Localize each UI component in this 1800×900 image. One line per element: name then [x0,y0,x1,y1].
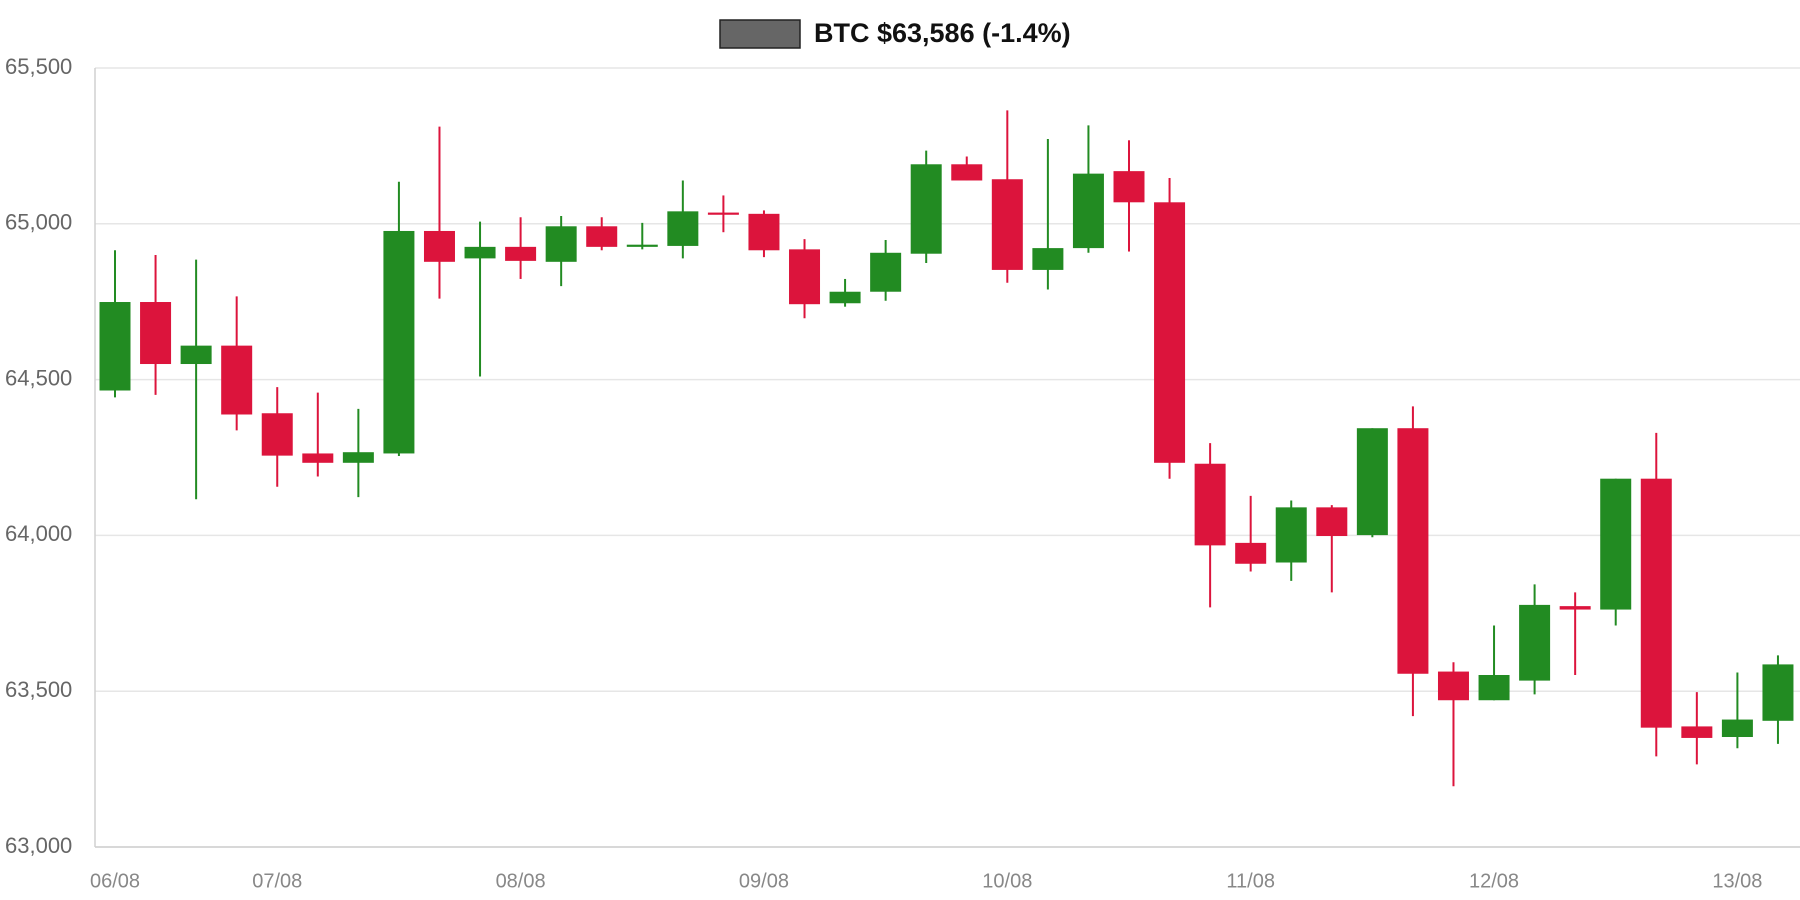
candle-body [1316,507,1348,537]
candle-body [1113,171,1145,203]
y-tick-label: 63,500 [5,677,72,702]
candle-body [1032,248,1064,270]
x-tick-label: 06/08 [90,870,140,892]
candle-body [1600,478,1632,610]
legend-swatch[interactable] [719,19,801,49]
candle-body [870,252,902,292]
candle-body [586,226,618,247]
y-tick-label: 63,000 [5,833,72,858]
candle-body [180,345,212,365]
candle-body [1356,428,1388,536]
candle-body [1275,507,1307,563]
candle-body [1154,202,1186,463]
candle-body [505,246,537,261]
candle-body [1640,478,1672,728]
x-tick-label: 08/08 [496,870,546,892]
candle-body [910,164,942,254]
candle-body [1437,671,1469,701]
candle-body [1397,428,1429,674]
candle-body [1194,463,1226,546]
candle-body [261,413,293,456]
candle-body [423,230,455,262]
x-tick-label: 13/08 [1712,870,1762,892]
candle-body [140,302,172,365]
candle-body [829,291,861,304]
x-tick-label: 10/08 [982,870,1032,892]
candle-body [1072,173,1104,249]
candle-body [1721,719,1753,738]
candle-body [626,244,658,247]
x-tick-label: 11/08 [1226,870,1275,892]
x-tick-label: 09/08 [739,870,789,892]
candle-body [1681,726,1713,738]
candle-body [1478,674,1510,701]
candle-body [748,213,780,251]
legend-label[interactable]: BTC $63,586 (-1.4%) [814,18,1071,48]
candle-body [707,212,739,215]
candle-body [545,226,577,262]
candle-body [221,345,253,415]
candle-body [99,302,131,391]
x-tick-label: 12/08 [1469,870,1519,892]
x-tick-label: 07/08 [252,870,302,892]
candle-body [464,246,496,259]
y-tick-label: 64,000 [5,521,72,546]
y-tick-label: 64,500 [5,365,72,390]
candle-body [667,211,699,246]
candle-body [342,452,374,463]
candle-body [1519,604,1551,681]
candle-body [383,230,415,454]
candle-body [789,249,821,305]
candle-body [1235,542,1267,564]
candle-body [302,453,334,463]
candle-body [991,179,1023,270]
y-tick-label: 65,500 [5,54,72,79]
candle-body [1762,664,1794,721]
y-tick-label: 65,000 [5,210,72,235]
candle-body [1559,606,1591,610]
candle-body [951,164,983,181]
